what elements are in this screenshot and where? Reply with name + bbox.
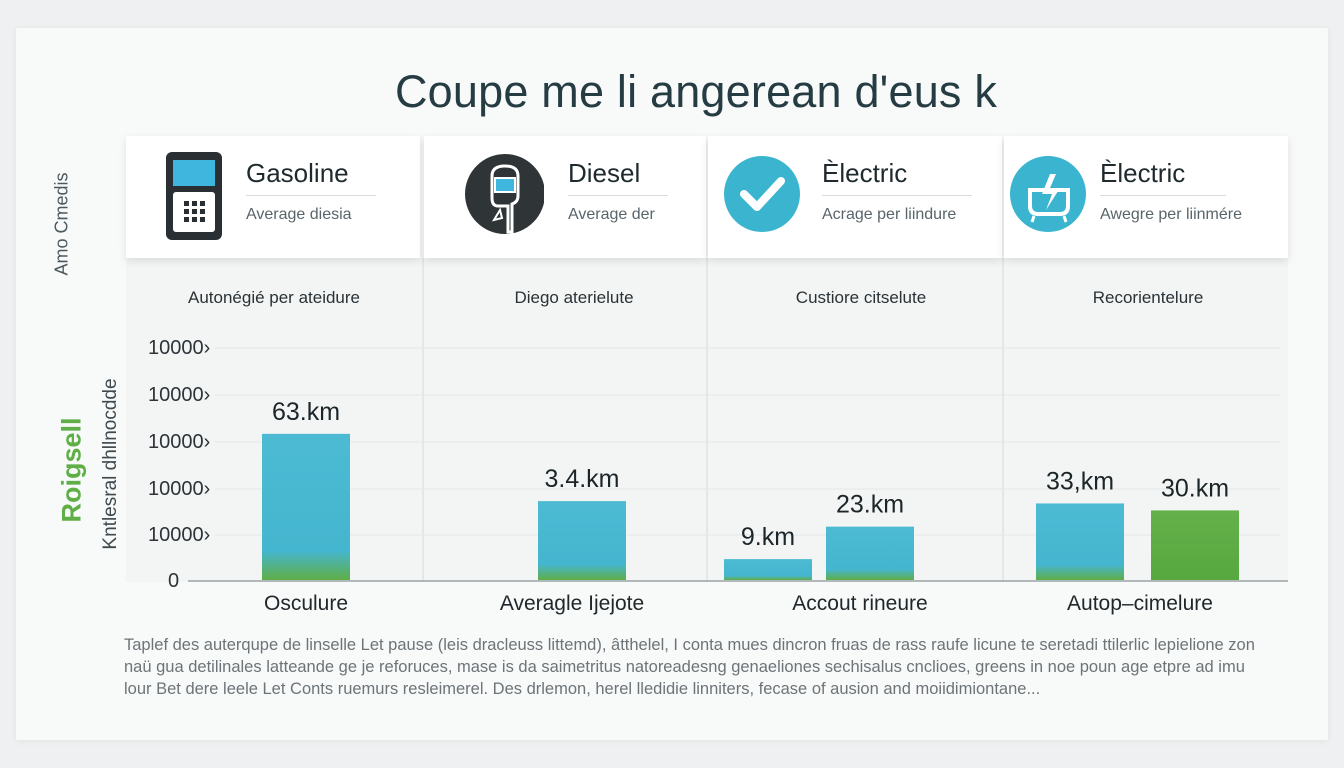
- y-tick: 10000›: [148, 478, 211, 500]
- description-text: Taplef des auterqupe de linselle Let pau…: [124, 636, 1255, 698]
- bar-value-label: 9.km: [741, 523, 795, 551]
- y-tick: 10000›: [148, 384, 211, 406]
- bar-value-label: 30.km: [1161, 474, 1229, 502]
- y-tick: 10000›: [148, 524, 211, 546]
- fuel-card-gasoline: Gasoline Average diesia: [126, 136, 420, 258]
- electric-plug-icon: [1010, 156, 1086, 232]
- panel-header-4: Recorientelure: [1092, 288, 1204, 307]
- bar-4-series-1: [1036, 503, 1124, 580]
- chart-title: Coupe me li angerean d'eus k: [394, 66, 998, 117]
- x-category-4: Autop–cimelure: [1067, 592, 1213, 615]
- panel-header-2: Diego aterielute: [514, 288, 634, 307]
- bar-value-label: 23.km: [836, 491, 904, 519]
- fuel-name-1: Gasoline: [246, 158, 376, 196]
- panel-header-1: Autonégié per ateidure: [187, 288, 361, 307]
- diesel-nozzle-icon: [465, 154, 544, 234]
- fuel-pump-icon: [166, 152, 222, 240]
- fuel-name-4: Èlectric: [1100, 158, 1226, 196]
- fuel-name-2: Diesel: [568, 158, 668, 196]
- fuel-sub-2: Average der: [568, 206, 655, 223]
- bar-3-series-3: [826, 526, 914, 580]
- fuel-card-diesel: Diesel Average der: [424, 136, 706, 258]
- bar-4-series-4: [1151, 510, 1239, 580]
- bar-value-label: 33,km: [1046, 467, 1114, 495]
- bar-value-label: 3.4.km: [544, 465, 619, 493]
- x-category-2: Averagle Ijejote: [499, 592, 645, 615]
- bar-2-series-1: [538, 501, 626, 580]
- y-tick: 10000›: [148, 431, 211, 453]
- panel-header-3: Custiore citselute: [795, 288, 927, 307]
- checkmark-icon: [724, 156, 800, 232]
- fuel-sub-3: Acrage per liindure: [822, 206, 957, 223]
- x-category-1: Osculure: [263, 592, 349, 615]
- bar-1-series-1: [262, 433, 350, 580]
- bar-3-series-2: [724, 559, 812, 580]
- fuel-name-3: Èlectric: [822, 158, 972, 196]
- fuel-sub-4: Awegre per liinmére: [1100, 206, 1242, 223]
- y-tick: 10000›: [148, 337, 211, 359]
- x-category-3: Accout rineure: [792, 592, 928, 615]
- y-tick: 0: [168, 570, 180, 592]
- bar-value-label: 63.km: [272, 398, 340, 426]
- fuel-sub-1: Average diesia: [246, 206, 352, 223]
- fuel-card-electric-1: Èlectric Acrage per liindure: [708, 136, 1002, 258]
- fuel-card-electric-2: Èlectric Awegre per liinmére: [1004, 136, 1288, 258]
